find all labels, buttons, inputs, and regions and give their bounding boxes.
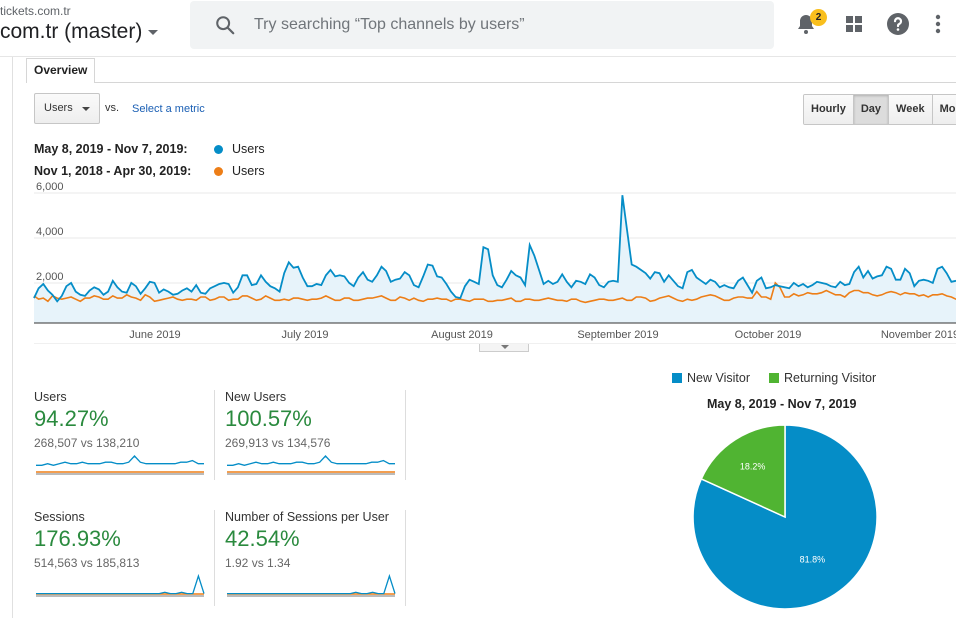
search-input[interactable] <box>254 1 754 49</box>
chevron-down-icon <box>148 29 159 35</box>
period-toggle: Hourly Day Week Mon <box>803 94 956 125</box>
visitor-pie-chart[interactable]: 81.8% 18.2% <box>690 422 880 612</box>
x-tick-label: November 2019 <box>881 329 956 341</box>
tile-new-users-compare: 269,913 vs 134,576 <box>225 436 331 450</box>
pie-legend-returning: Returning Visitor <box>769 371 876 385</box>
tab-divider <box>95 82 956 83</box>
tile-sessions-value: 176.93% <box>34 526 121 551</box>
tile-sessions-compare: 514,563 vs 185,813 <box>34 556 140 570</box>
tile-sessions-per-user[interactable]: Number of Sessions per User 42.54% 1.92 … <box>225 510 405 620</box>
users-line-chart[interactable]: 6,000 4,000 2,000 June 2019 July 2019 August … <box>0 180 956 344</box>
new-visitor-swatch <box>672 373 682 383</box>
tab-overview[interactable]: Overview <box>26 58 96 83</box>
metric-select[interactable]: Users <box>34 93 100 124</box>
tile-users-value: 94.27% <box>34 406 109 431</box>
current-range-label: May 8, 2019 - Nov 7, 2019: <box>34 142 188 156</box>
chart-resize-handle[interactable] <box>479 344 529 352</box>
tile-divider <box>405 390 406 480</box>
search-icon <box>216 16 235 35</box>
apps-grid-icon[interactable] <box>842 12 866 36</box>
x-tick-label: October 2019 <box>735 329 802 341</box>
tile-users-title: Users <box>34 390 67 404</box>
spark-current-line <box>36 574 205 595</box>
tile-new-users[interactable]: New Users 100.57% 269,913 vs 134,576 <box>225 390 405 500</box>
y-tick-label: 6,000 <box>36 181 64 193</box>
tile-sessions-per-user-compare: 1.92 vs 1.34 <box>225 556 291 570</box>
dropdown-arrow-icon <box>82 107 90 111</box>
tile-sessions-per-user-title: Number of Sessions per User <box>225 510 389 524</box>
site-url: tickets.com.tr <box>0 4 71 18</box>
current-series-dot <box>214 145 223 154</box>
tile-sessions-per-user-value: 42.54% <box>225 526 300 551</box>
tile-users[interactable]: Users 94.27% 268,507 vs 138,210 <box>34 390 214 500</box>
pie-legend-new-label: New Visitor <box>687 371 750 385</box>
tile-users-sparkline <box>36 455 204 475</box>
tile-sessions-per-user-sparkline <box>227 574 396 597</box>
pie-data-label: 18.2% <box>740 462 766 472</box>
property-selector[interactable]: com.tr (master) <box>0 20 159 44</box>
select-metric-link[interactable]: Select a metric <box>132 103 205 115</box>
spark-current-line <box>227 455 395 466</box>
tile-divider <box>405 510 406 606</box>
pie-legend-returning-label: Returning Visitor <box>784 371 877 385</box>
tile-divider <box>214 390 215 480</box>
period-hourly-button[interactable]: Hourly <box>804 95 854 124</box>
current-series-line <box>33 195 956 303</box>
y-tick-label: 2,000 <box>36 271 64 283</box>
x-tick-label: September 2019 <box>577 329 658 341</box>
x-tick-label: August 2019 <box>431 329 493 341</box>
period-week-button[interactable]: Week <box>889 95 933 124</box>
notification-badge: 2 <box>810 9 827 26</box>
tile-new-users-value: 100.57% <box>225 406 312 431</box>
spark-current-line <box>36 455 204 466</box>
current-series-label: Users <box>232 142 265 156</box>
tile-divider <box>214 510 215 606</box>
vs-label: vs. <box>105 102 120 114</box>
left-divider <box>12 57 13 618</box>
pie-legend-new: New Visitor <box>672 371 750 385</box>
pie-data-label: 81.8% <box>800 555 826 565</box>
period-month-button[interactable]: Mon <box>932 95 956 124</box>
tile-new-users-sparkline <box>227 455 395 475</box>
more-vert-icon[interactable] <box>926 12 950 36</box>
previous-range-label: Nov 1, 2018 - Apr 30, 2019: <box>34 164 192 178</box>
previous-series-label: Users <box>232 164 265 178</box>
period-day-button[interactable]: Day <box>853 95 890 124</box>
tile-users-compare: 268,507 vs 138,210 <box>34 436 140 450</box>
x-tick-label: June 2019 <box>129 329 180 341</box>
top-bar: tickets.com.tr com.tr (master) 2 <box>0 0 956 57</box>
returning-visitor-swatch <box>769 373 779 383</box>
spark-current-line <box>227 574 396 595</box>
tile-sessions-sparkline <box>36 574 205 597</box>
help-icon[interactable] <box>886 12 910 36</box>
tile-sessions[interactable]: Sessions 176.93% 514,563 vs 185,813 <box>34 510 214 620</box>
current-series-area <box>34 195 956 323</box>
previous-series-line <box>33 281 956 304</box>
previous-series-dot <box>214 167 223 176</box>
property-name: com.tr (master) <box>0 20 143 43</box>
y-tick-label: 4,000 <box>36 226 64 238</box>
metric-select-value: Users <box>44 102 73 114</box>
search-bar[interactable] <box>190 1 774 49</box>
tile-sessions-title: Sessions <box>34 510 85 524</box>
pie-title: May 8, 2019 - Nov 7, 2019 <box>707 397 857 411</box>
tile-new-users-title: New Users <box>225 390 287 404</box>
x-tick-label: July 2019 <box>281 329 328 341</box>
pie-slice-returning-visitor <box>700 424 786 519</box>
